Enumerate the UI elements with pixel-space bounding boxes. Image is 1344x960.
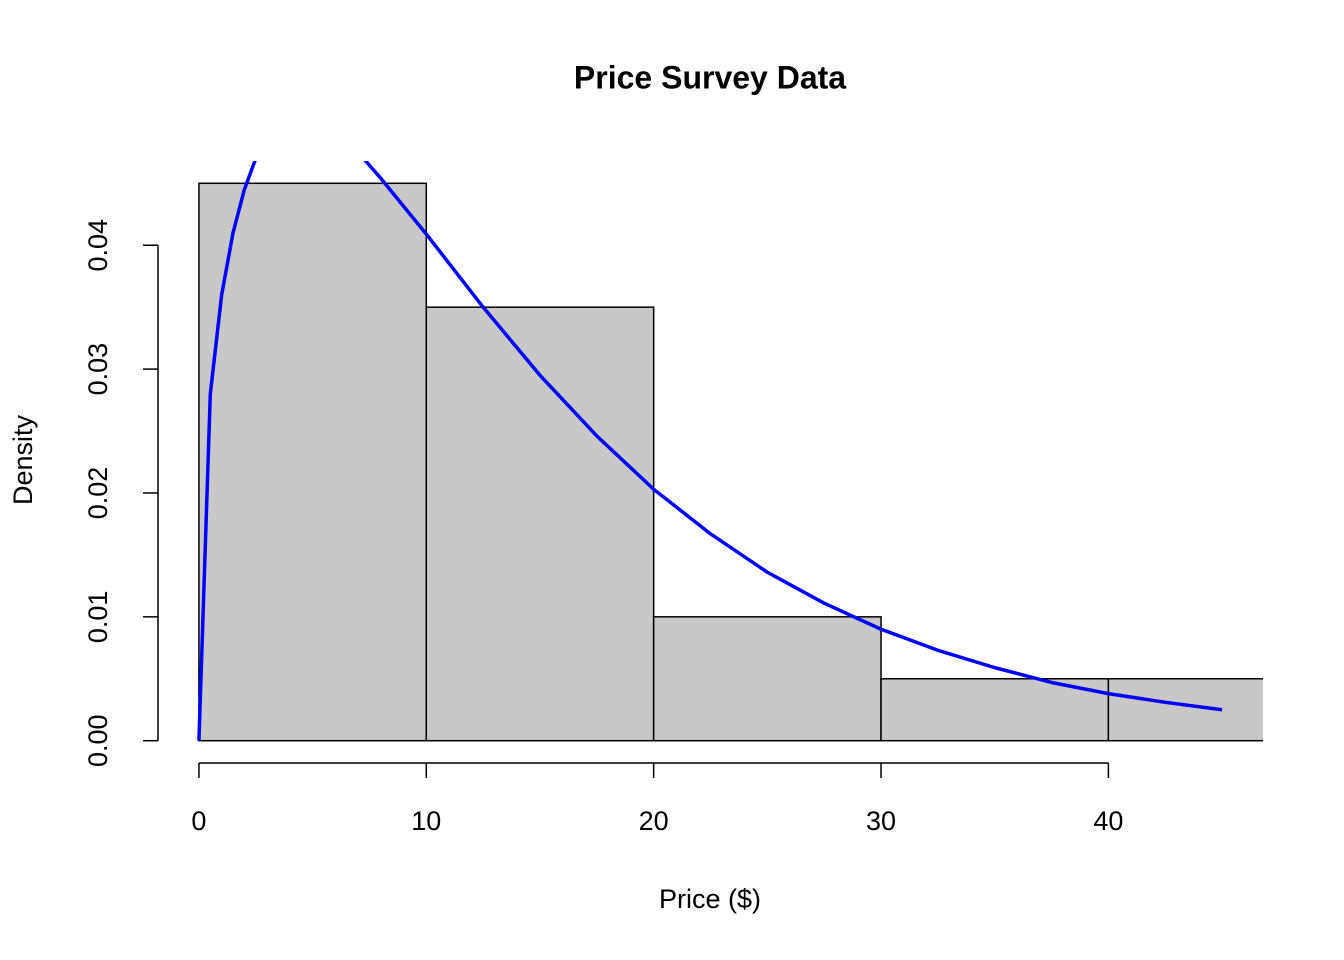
x-tick-label: 40 [1093,806,1123,836]
y-axis-label: Density [8,414,38,505]
histogram-bar [652,616,882,742]
y-tick-label: 0.04 [83,219,113,272]
plot-area [197,161,1263,742]
histogram-bar [425,306,655,742]
x-tick-label: 0 [191,806,206,836]
y-tick-label: 0.01 [83,591,113,644]
y-tick-label: 0.03 [83,343,113,396]
histogram-bar [880,678,1110,742]
chart-title: Price Survey Data [574,59,846,95]
x-tick-label: 20 [639,806,669,836]
x-tick-label: 30 [866,806,896,836]
y-tick-label: 0.00 [83,714,113,767]
x-axis-label: Price ($) [659,884,761,914]
y-tick-label: 0.02 [83,467,113,520]
histogram-bar [198,182,428,742]
x-tick-label: 10 [411,806,441,836]
density-curve [197,161,1223,741]
histogram-bar [1107,678,1263,742]
